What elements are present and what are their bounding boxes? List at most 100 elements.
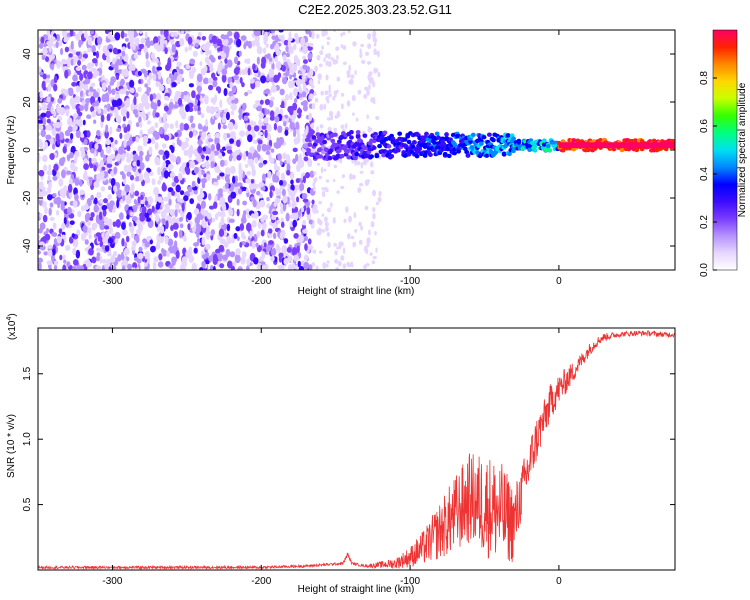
- heatmap-cell: [300, 37, 306, 46]
- heatmap-cell: [442, 151, 448, 157]
- heatmap-cell: [351, 94, 356, 102]
- heatmap-cell: [70, 58, 74, 66]
- heatmap-cell: [206, 105, 211, 114]
- heatmap-cell: [144, 212, 150, 219]
- heatmap-cell: [143, 171, 149, 180]
- heatmap-cell: [38, 42, 44, 49]
- heatmap-cell: [333, 90, 338, 96]
- heatmap-cell: [670, 138, 675, 144]
- heatmap-cell: [200, 113, 205, 119]
- heatmap-cell: [89, 176, 93, 186]
- heatmap-cell: [138, 116, 142, 124]
- heatmap-cell: [147, 86, 152, 93]
- heatmap-cell: [340, 103, 344, 110]
- heatmap-cell: [69, 220, 75, 225]
- heatmap-cell: [91, 44, 96, 54]
- heatmap-cell: [200, 154, 205, 160]
- heatmap-cell: [330, 57, 334, 61]
- heatmap-cell: [228, 208, 234, 217]
- snr-series-line: [38, 330, 675, 570]
- heatmap-cell: [289, 122, 295, 130]
- heatmap-cell: [308, 219, 313, 225]
- heatmap-cell: [377, 143, 382, 149]
- heatmap-cell: [106, 155, 113, 164]
- heatmap-cell: [246, 58, 251, 65]
- heatmap-cell: [176, 61, 182, 68]
- heatmap-cell: [75, 129, 81, 139]
- heatmap-cell: [169, 153, 174, 162]
- heatmap-cell: [138, 102, 144, 112]
- heatmap-y-ticks: -40 -20 0 20 40: [22, 48, 675, 253]
- heatmap-cell: [131, 240, 137, 247]
- heatmap-cell: [144, 101, 150, 110]
- heatmap-cell: [237, 182, 243, 187]
- heatmap-cell: [560, 148, 566, 153]
- heatmap-cell: [189, 115, 194, 121]
- heatmap-cell: [242, 102, 247, 111]
- heatmap-cell: [330, 202, 333, 208]
- heatmap-cell: [103, 107, 108, 115]
- heatmap-cell: [132, 205, 138, 211]
- heatmap-cell: [174, 132, 179, 138]
- heatmap-cell: [50, 137, 54, 145]
- heatmap-cell: [87, 62, 93, 70]
- heatmap-cell: [222, 52, 227, 59]
- heatmap-cell: [46, 260, 53, 266]
- heatmap-cell: [180, 30, 185, 35]
- heatmap-cell: [72, 247, 77, 256]
- heatmap-cell: [239, 130, 246, 138]
- heatmap-cell: [158, 175, 163, 181]
- heatmap-cell: [152, 130, 158, 138]
- heatmap-cell: [161, 217, 166, 225]
- heatmap-cell: [210, 151, 215, 159]
- heatmap-cell: [38, 153, 41, 163]
- heatmap-cell: [233, 67, 240, 76]
- heatmap-cell: [340, 255, 345, 261]
- heatmap-cell: [143, 45, 148, 54]
- heatmap-cell: [256, 230, 261, 238]
- heatmap-cell: [571, 138, 577, 143]
- heatmap-y-tick-label: 20: [22, 96, 33, 108]
- heatmap-cell: [308, 112, 313, 122]
- heatmap-cell: [321, 213, 325, 217]
- heatmap-cell: [175, 184, 181, 193]
- heatmap-cell: [269, 116, 275, 121]
- heatmap-cell: [308, 93, 314, 100]
- heatmap-cell: [167, 163, 174, 170]
- heatmap-cell: [276, 219, 281, 224]
- heatmap-cell: [210, 229, 216, 236]
- heatmap-cell: [91, 73, 97, 79]
- heatmap-cell: [105, 145, 112, 155]
- heatmap-cell: [367, 43, 372, 50]
- heatmap-cell: [251, 132, 256, 139]
- heatmap-cell: [355, 134, 361, 140]
- heatmap-cell: [432, 140, 437, 145]
- heatmap-cell: [204, 259, 210, 265]
- heatmap-cell: [342, 263, 347, 269]
- heatmap-cell: [246, 170, 252, 176]
- heatmap-cell: [293, 232, 299, 239]
- heatmap-cell: [253, 125, 260, 132]
- heatmap-cell: [153, 186, 159, 196]
- heatmap-cell: [257, 220, 262, 229]
- heatmap-cell: [225, 145, 232, 150]
- heatmap-cell: [106, 30, 112, 33]
- heatmap-cell: [260, 75, 267, 84]
- heatmap-cell: [283, 258, 289, 266]
- heatmap-cell: [505, 133, 511, 138]
- heatmap-cell: [375, 51, 379, 56]
- snr-x-ticks: -300 -200 -100 0: [102, 328, 562, 587]
- heatmap-cell: [465, 153, 471, 158]
- heatmap-cell: [50, 97, 55, 102]
- heatmap-cell: [74, 33, 80, 40]
- heatmap-cell: [214, 136, 220, 145]
- heatmap-y-tick-label: 0: [22, 147, 33, 153]
- heatmap-cell: [58, 178, 64, 187]
- heatmap-cell: [359, 170, 364, 174]
- snr-x-tick-label: -300: [102, 576, 122, 587]
- heatmap-cell: [171, 43, 177, 53]
- heatmap-cell: [233, 232, 238, 240]
- heatmap-cell: [83, 30, 88, 39]
- heatmap-cell: [257, 105, 263, 112]
- heatmap-cell: [122, 115, 127, 122]
